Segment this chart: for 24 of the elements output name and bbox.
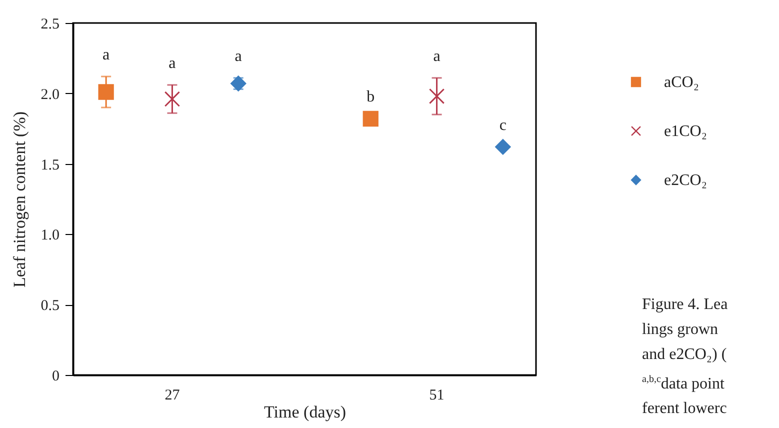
text: and e2CO₂) ( [642,345,728,365]
legend-label: e2CO₂ [664,172,707,189]
x-tick-label: 51 [429,388,444,404]
data-label: a [168,54,176,72]
text: $^{a,b,c}$data point [642,373,726,394]
data-label: a [102,46,110,64]
y-tick-label: 0 [52,368,60,384]
y-axis-title: Leaf nitrogen content (%) [10,111,29,288]
y-tick-label: 1.5 [40,157,60,174]
data-label: b [366,88,375,106]
data-label: a [234,48,242,65]
text: ferent lowerc [642,399,728,420]
legend-label: aCO₂ [664,74,699,91]
text: lings grown [642,320,719,340]
y-tick-label: 1.0 [40,228,60,244]
data-label: c [499,116,506,134]
x-tick-label: 27 [164,388,180,404]
x-axis-title: Time (days) [264,402,346,422]
y-tick-label: 2.5 [40,16,60,32]
legend-label: e1CO₂ [664,123,707,140]
y-tick-label: 0.5 [40,298,60,314]
data-label: a [433,48,440,65]
y-tick-label: 2.0 [40,86,60,103]
caption: Figure 4. Lea [642,295,728,315]
